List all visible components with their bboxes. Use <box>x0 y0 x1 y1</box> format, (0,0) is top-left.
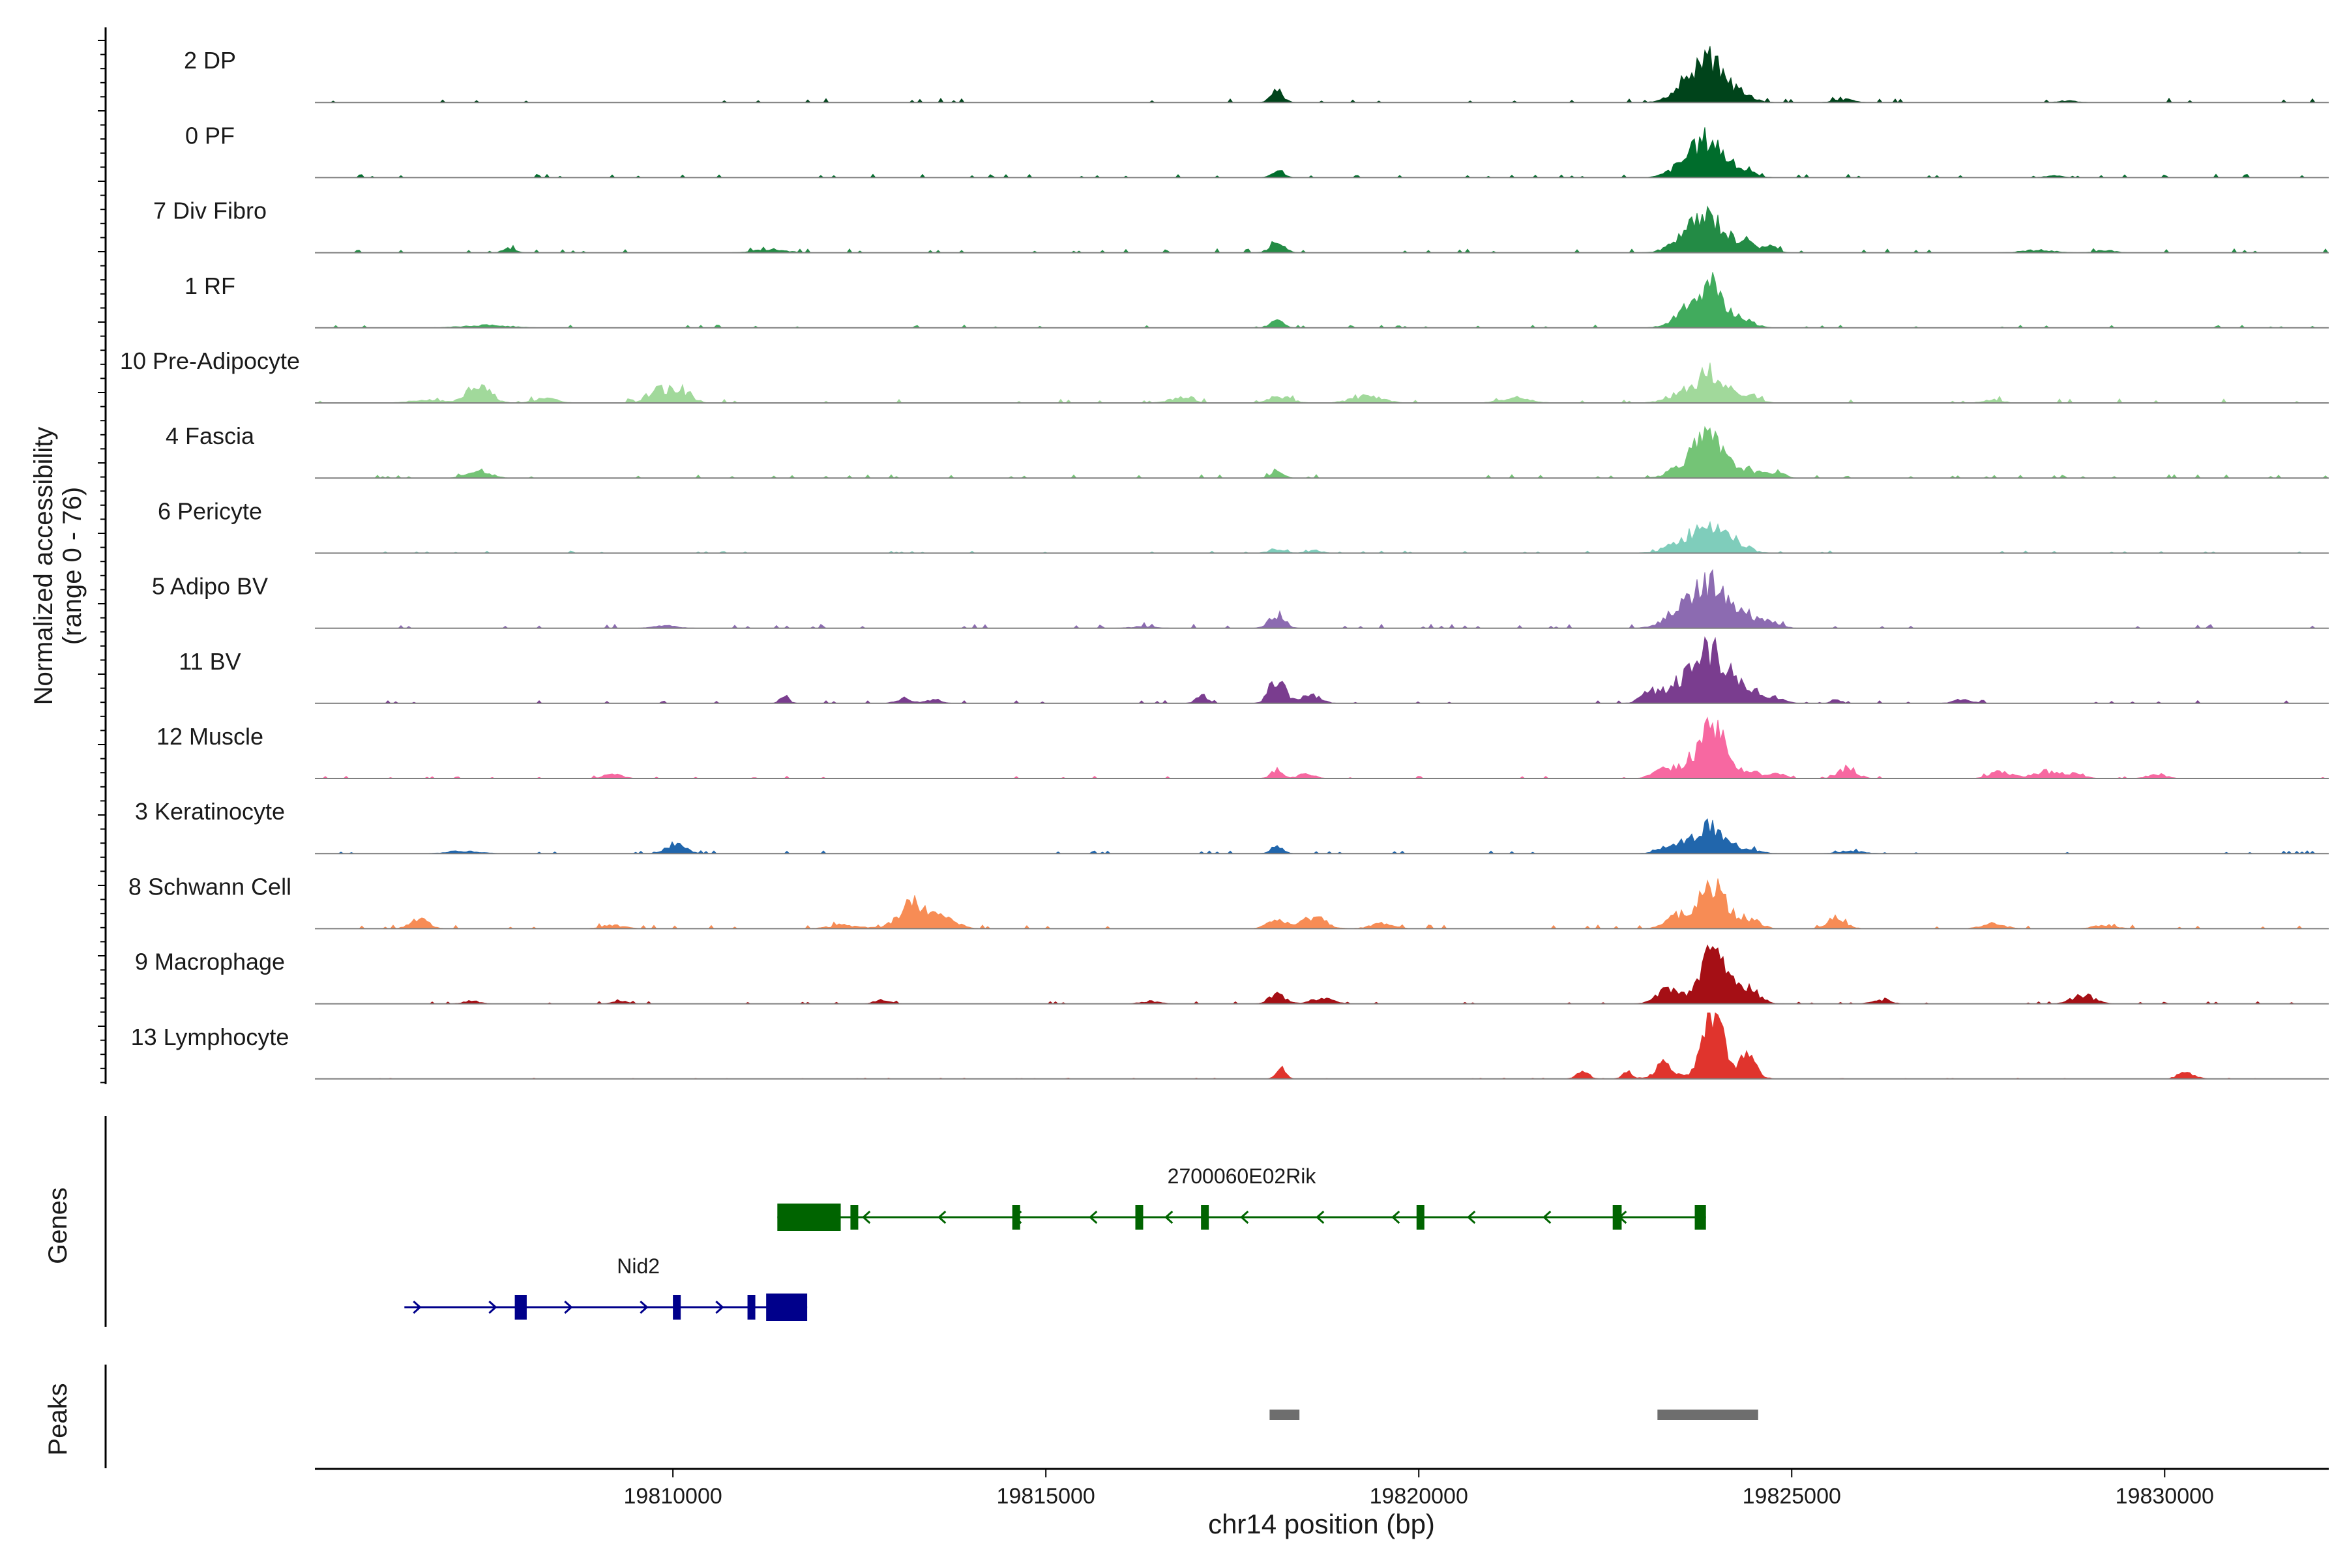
strand-arrow <box>1543 1210 1552 1224</box>
strand-arrow <box>1089 1210 1098 1224</box>
track-7: 5 Adipo BV <box>152 569 2329 629</box>
track-label: 0 PF <box>185 122 235 149</box>
exon <box>850 1205 859 1230</box>
coverage-area <box>315 46 2329 104</box>
strand-arrow <box>1391 1210 1400 1224</box>
coverage-area <box>315 127 2329 178</box>
track-2: 7 Div Fibro <box>153 198 2329 254</box>
strand-arrow <box>1164 1210 1174 1224</box>
gene-track: 2700060E02Rik Nid2 <box>404 1164 1706 1321</box>
track-label: 2 DP <box>184 47 236 74</box>
coverage-area <box>315 878 2329 930</box>
coverage-tracks: 2 DP 0 PF 7 Div Fibro 1 RF 10 Pre-Adipocyte 4… <box>120 46 2329 1080</box>
coverage-area <box>315 520 2329 554</box>
coverage-area <box>315 944 2329 1005</box>
strand-arrow <box>715 1300 724 1314</box>
coverage-area <box>315 272 2329 329</box>
strand-arrow <box>640 1300 649 1314</box>
exon <box>514 1295 527 1320</box>
track-label: 11 BV <box>179 648 241 675</box>
exon <box>1694 1205 1706 1230</box>
strand-arrow <box>937 1210 947 1224</box>
track-label: 3 Keratinocyte <box>135 798 285 825</box>
strand-arrow <box>564 1300 573 1314</box>
exon <box>1612 1205 1622 1230</box>
track-1: 0 PF <box>185 122 2329 179</box>
strand-arrow <box>862 1210 871 1224</box>
x-tick-label: 19810000 <box>624 1484 722 1509</box>
strand-arrow <box>1467 1210 1476 1224</box>
track-label: 5 Adipo BV <box>152 573 268 600</box>
track-6: 6 Pericyte <box>158 497 2329 554</box>
coverage-area <box>315 426 2329 479</box>
coverage-area <box>315 636 2329 704</box>
strand-arrow <box>1316 1210 1325 1224</box>
gene-1: Nid2 <box>404 1254 808 1321</box>
coverage-area <box>315 717 2329 779</box>
track-label: 6 Pericyte <box>158 497 262 524</box>
exon <box>777 1204 841 1231</box>
exon <box>673 1295 681 1320</box>
peak-region <box>1657 1410 1758 1420</box>
coverage-area <box>315 818 2329 854</box>
exon <box>1012 1205 1020 1230</box>
peak-track <box>1269 1410 1758 1420</box>
strand-arrow <box>413 1300 422 1314</box>
x-tick-label: 19825000 <box>1743 1484 1841 1509</box>
track-5: 4 Fascia <box>166 422 2329 479</box>
track-label: 8 Schwann Cell <box>128 873 291 900</box>
strand-arrow <box>488 1300 497 1314</box>
track-3: 1 RF <box>185 272 2329 329</box>
track-label: 9 Macrophage <box>135 949 285 975</box>
track-label: 1 RF <box>185 273 235 299</box>
track-12: 9 Macrophage <box>135 944 2329 1005</box>
gene-name: 2700060E02Rik <box>1168 1164 1317 1188</box>
track-label: 10 Pre-Adipocyte <box>120 348 300 374</box>
coverage-area <box>315 569 2329 629</box>
track-8: 11 BV <box>179 636 2329 704</box>
coverage-area <box>315 205 2329 254</box>
coverage-area <box>315 1012 2329 1080</box>
y-axis-label: Normalized accessibility <box>29 427 58 705</box>
peak-region <box>1269 1410 1300 1420</box>
exon <box>1416 1205 1424 1230</box>
track-label: 4 Fascia <box>166 422 255 449</box>
exon <box>747 1295 756 1320</box>
y-axis-range-label: (range 0 - 76) <box>58 487 87 645</box>
track-label: 13 Lymphocyte <box>131 1024 289 1050</box>
track-label: 7 Div Fibro <box>153 198 267 224</box>
genes-label: Genes <box>44 1187 72 1264</box>
peaks-label: Peaks <box>44 1383 72 1455</box>
track-10: 3 Keratinocyte <box>135 798 2329 855</box>
gene-0: 2700060E02Rik <box>777 1164 1706 1231</box>
exon <box>1201 1205 1209 1230</box>
x-tick-label: 19830000 <box>2116 1484 2214 1509</box>
track-4: 10 Pre-Adipocyte <box>120 348 2329 404</box>
x-tick-label: 19815000 <box>997 1484 1095 1509</box>
gene-name: Nid2 <box>617 1254 660 1278</box>
exon <box>1135 1205 1144 1230</box>
x-tick-label: 19820000 <box>1370 1484 1468 1509</box>
strand-arrow <box>1240 1210 1249 1224</box>
track-11: 8 Schwann Cell <box>128 873 2329 930</box>
left-axes <box>98 27 107 1468</box>
track-0: 2 DP <box>184 46 2329 104</box>
x-axis-label: chr14 position (bp) <box>1208 1509 1435 1539</box>
exon <box>766 1294 808 1321</box>
x-axis: 19810000 19815000 19820000 19825000 19830000 <box>315 1468 2329 1509</box>
track-9: 12 Muscle <box>156 717 2329 779</box>
coverage-area <box>315 362 2329 404</box>
track-label: 12 Muscle <box>156 723 263 750</box>
track-13: 13 Lymphocyte <box>131 1012 2329 1080</box>
